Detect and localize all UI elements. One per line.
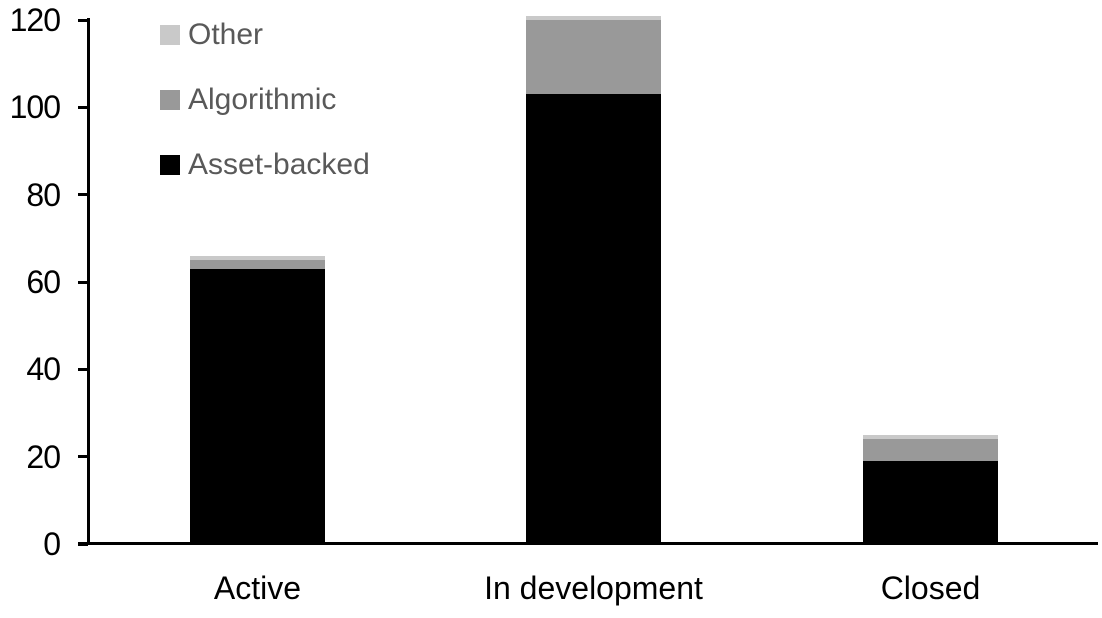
bar-segment-asset-backed-active xyxy=(190,268,325,544)
legend-label: Other xyxy=(188,18,264,51)
y-axis-tick-label: 80 xyxy=(26,177,61,213)
legend-label: Algorithmic xyxy=(188,83,337,116)
bar-segment-algorithmic-in-development xyxy=(526,20,661,95)
x-axis-label: Closed xyxy=(880,570,981,606)
y-axis-tick xyxy=(78,193,88,196)
legend-swatch-icon xyxy=(160,90,180,110)
y-axis-tick xyxy=(78,368,88,371)
y-axis-tick xyxy=(78,281,88,284)
y-axis-tick xyxy=(78,543,88,546)
y-axis-tick-label: 100 xyxy=(9,89,61,125)
legend-swatch-icon xyxy=(160,25,180,45)
bar-segment-algorithmic-closed xyxy=(863,439,998,461)
bar-segment-other-closed xyxy=(863,434,998,440)
bar-segment-asset-backed-in-development xyxy=(526,94,661,544)
y-axis-tick-label: 20 xyxy=(26,439,61,475)
legend-swatch-icon xyxy=(160,155,180,175)
x-axis-label: In development xyxy=(484,570,703,606)
bar-segment-algorithmic-active xyxy=(190,260,325,269)
bar-segment-other-in-development xyxy=(526,15,661,20)
y-axis-tick-label: 0 xyxy=(43,526,61,562)
y-axis-tick-label: 40 xyxy=(26,351,61,387)
legend-label: Asset-backed xyxy=(188,148,370,181)
y-axis-tick-label: 60 xyxy=(26,264,61,300)
x-axis-label: Active xyxy=(213,570,302,606)
y-axis-tick xyxy=(78,19,88,22)
bar-segment-asset-backed-closed xyxy=(863,461,998,544)
y-axis-line xyxy=(87,18,90,545)
y-axis-tick xyxy=(78,455,88,458)
y-axis-tick-label: 120 xyxy=(9,2,61,38)
y-axis-tick xyxy=(78,106,88,109)
bar-segment-other-active xyxy=(190,255,325,261)
